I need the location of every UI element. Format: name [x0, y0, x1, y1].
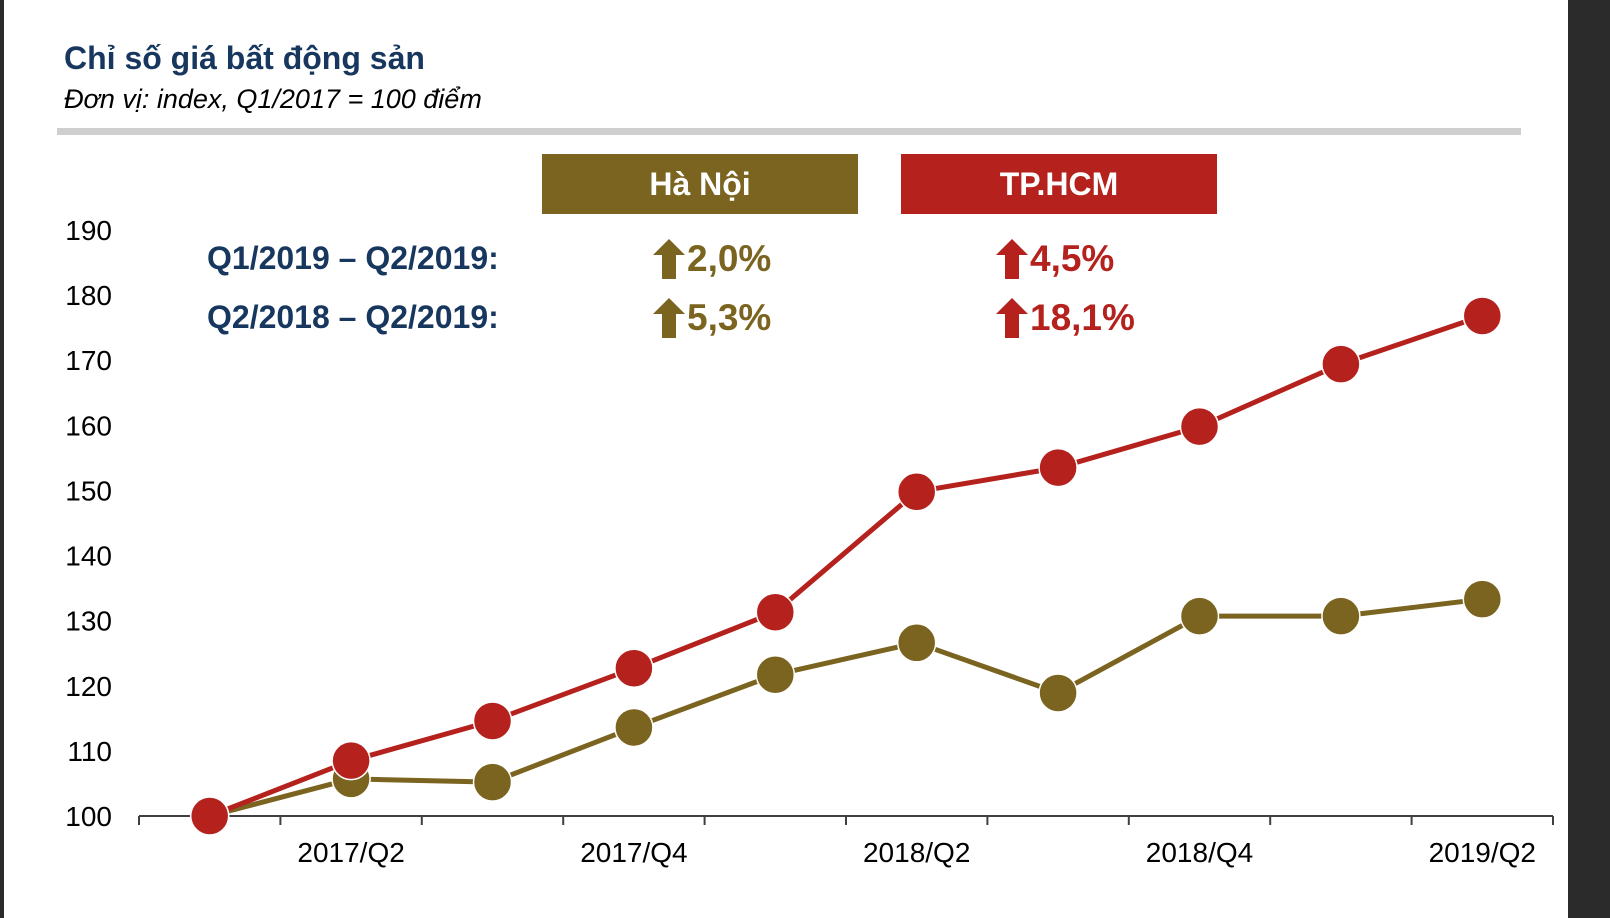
y-tick-label: 110: [67, 736, 112, 767]
up-arrow-icon: [996, 239, 1028, 279]
data-point-hanoi: [1179, 596, 1220, 636]
y-tick-label: 160: [65, 410, 112, 441]
data-point-hanoi: [1038, 673, 1078, 713]
change-hcm-quarter-value: 4,5%: [1030, 238, 1115, 279]
x-tick-label: 2018/Q2: [863, 837, 970, 868]
y-tick-label: 170: [65, 345, 112, 376]
header-divider: [57, 128, 1521, 135]
chart-title: Chỉ số giá bất động sản: [64, 40, 425, 76]
series-line-hanoi: [209, 596, 1483, 819]
chart-subtitle: Đơn vị: index, Q1/2017 = 100 điểm: [64, 84, 482, 114]
change-hcm-year: 18,1%: [996, 297, 1135, 339]
y-tick-label: 130: [65, 606, 112, 637]
y-tick-label: 140: [65, 541, 112, 572]
x-tick-label: 2018/Q4: [1146, 837, 1253, 868]
data-point-hcm: [472, 701, 513, 741]
change-hanoi-quarter-value: 2,0%: [687, 238, 772, 279]
data-point-hcm: [1179, 406, 1220, 447]
y-tick-label: 180: [65, 280, 112, 311]
y-tick-label: 100: [65, 801, 112, 832]
window-frame-left: [0, 0, 4, 918]
y-tick-label: 150: [65, 475, 112, 506]
window-frame-right: [1568, 0, 1610, 918]
legend-hanoi: Hà Nội: [542, 154, 858, 214]
data-point-hcm: [1321, 344, 1361, 384]
x-tick-label: 2017/Q2: [297, 837, 404, 868]
data-point-hanoi: [755, 654, 796, 695]
change-hanoi-quarter: 2,0%: [653, 238, 771, 280]
data-point-hanoi: [472, 762, 513, 802]
up-arrow-icon: [996, 298, 1028, 338]
data-point-hcm: [1038, 447, 1078, 488]
period-label-year: Q2/2018 – Q2/2019:: [207, 299, 499, 335]
data-point-hanoi: [1321, 596, 1361, 636]
change-hcm-year-value: 18,1%: [1030, 297, 1135, 338]
data-point-hanoi: [1462, 579, 1503, 619]
data-point-hanoi: [896, 623, 937, 663]
period-label-quarter: Q1/2019 – Q2/2019:: [207, 240, 499, 276]
data-point-hcm: [189, 796, 230, 836]
data-point-hcm: [896, 471, 937, 512]
data-point-hcm: [331, 740, 371, 781]
y-tick-label: 190: [65, 215, 112, 246]
change-hanoi-year-value: 5,3%: [687, 297, 772, 338]
data-point-hcm: [1462, 296, 1503, 336]
data-point-hanoi: [614, 707, 654, 748]
data-point-hcm: [755, 592, 796, 632]
legend-hcm: TP.HCM: [901, 154, 1217, 214]
x-tick-label: 2019/Q2: [1429, 837, 1536, 868]
up-arrow-icon: [653, 298, 685, 338]
change-hanoi-year: 5,3%: [653, 297, 771, 339]
change-hcm-quarter: 4,5%: [996, 238, 1114, 280]
data-point-hcm: [614, 648, 654, 688]
up-arrow-icon: [653, 239, 685, 279]
x-tick-label: 2017/Q4: [580, 837, 687, 868]
series-line-hcm: [208, 313, 1484, 819]
y-tick-label: 120: [65, 671, 112, 702]
